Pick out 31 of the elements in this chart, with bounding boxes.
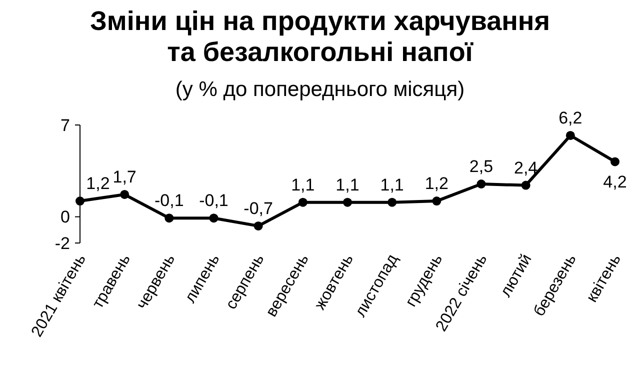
data-label: 1,2 bbox=[424, 174, 448, 194]
point bbox=[343, 198, 352, 207]
data-label: 1,1 bbox=[291, 175, 315, 194]
data-label: -0,1 bbox=[154, 191, 184, 210]
data-label: 2,5 bbox=[469, 157, 494, 176]
point bbox=[164, 214, 174, 223]
point bbox=[521, 180, 530, 190]
data-label: 1,1 bbox=[380, 175, 404, 194]
data-label: 4,2 bbox=[603, 172, 627, 192]
chart-subtitle: (у % до попереднього місяця) bbox=[175, 78, 465, 101]
data-label: 1,7 bbox=[112, 167, 136, 186]
data-label: 6,2 bbox=[558, 108, 582, 128]
point bbox=[388, 198, 397, 207]
data-label: -0,7 bbox=[244, 198, 273, 218]
point bbox=[76, 196, 84, 206]
data-label: 1,2 bbox=[86, 174, 110, 194]
point bbox=[254, 221, 263, 230]
point bbox=[120, 190, 130, 199]
point bbox=[476, 180, 486, 188]
data-label: 2,4 bbox=[514, 158, 538, 178]
point bbox=[432, 196, 442, 206]
point bbox=[298, 198, 308, 207]
y-tick-label: 0 bbox=[60, 208, 70, 227]
y-tick-label: 7 bbox=[60, 116, 70, 135]
y-tick-label: -2 bbox=[54, 234, 70, 253]
data-label: 1,1 bbox=[336, 175, 360, 194]
data-label: -0,1 bbox=[199, 191, 228, 210]
point bbox=[566, 130, 575, 140]
point bbox=[209, 214, 218, 223]
chart-title: Зміни цін на продукти харчування та безалкогольні напої bbox=[90, 6, 550, 67]
point bbox=[610, 157, 620, 166]
